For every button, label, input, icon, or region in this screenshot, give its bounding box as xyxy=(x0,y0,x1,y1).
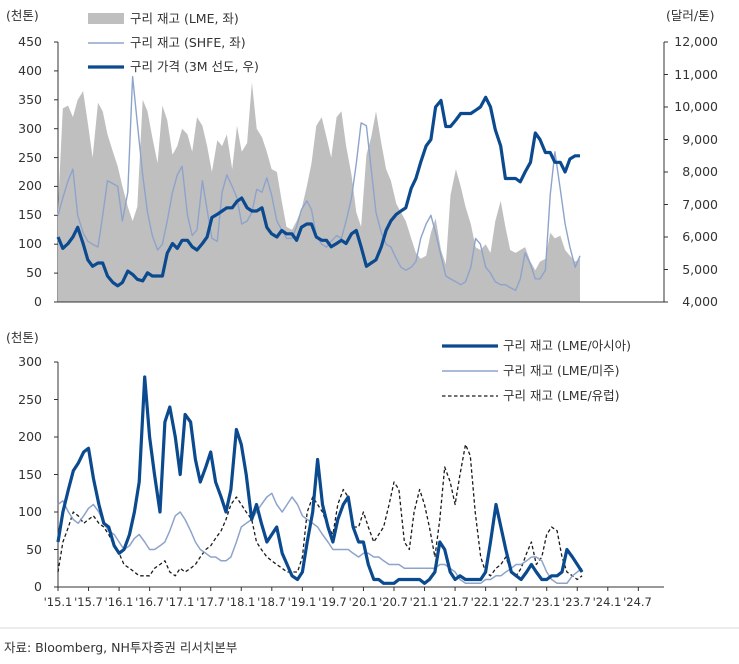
top-chart: (천톤) (달러/톤) 450 400 350 300 250 200 150 … xyxy=(6,8,718,309)
top-y2-tick-label: 6,000 xyxy=(682,229,718,244)
x-tick-label: '22.7 xyxy=(501,595,530,609)
bottom-y-tick-label: 250 xyxy=(18,392,42,407)
legend-label-price: 구리 가격 (3M 선도, 우) xyxy=(130,59,259,74)
top-y2-tick-label: 12,000 xyxy=(674,34,718,49)
x-tick-label: '21.7 xyxy=(440,595,469,609)
x-tick-label: '20.1 xyxy=(349,595,378,609)
series-price-line xyxy=(56,95,580,288)
bottom-chart: (천톤) 300 250 200 150 100 50 0 '15.1 xyxy=(6,330,664,609)
legend-label-europe: 구리 재고 (LME/유럽) xyxy=(503,388,620,403)
x-tick-label: '18.1 xyxy=(227,595,256,609)
top-y-tick-label: 0 xyxy=(34,294,42,309)
bottom-left-unit: (천톤) xyxy=(6,330,39,345)
legend-label-asia: 구리 재고 (LME/아시아) xyxy=(503,338,631,353)
x-tick-label: '17.7 xyxy=(196,595,225,609)
x-tick-label: '15.7 xyxy=(74,595,103,609)
legend-label-lme: 구리 재고 (LME, 좌) xyxy=(130,11,239,26)
bottom-y-tick-label: 150 xyxy=(18,467,42,482)
top-y-tick-label: 250 xyxy=(18,150,42,165)
top-y2-tick-label: 10,000 xyxy=(674,99,718,114)
x-tick-label: '19.7 xyxy=(318,595,347,609)
legend-swatch-lme xyxy=(88,13,124,24)
top-right-ticks xyxy=(664,41,668,303)
top-right-unit: (달러/톤) xyxy=(666,8,714,23)
top-y-tick-label: 300 xyxy=(18,121,42,136)
series-lme-area xyxy=(58,82,580,303)
bottom-x-ticks xyxy=(57,587,639,591)
bottom-y-tick-label: 300 xyxy=(18,354,42,369)
x-tick-label: '18.7 xyxy=(257,595,286,609)
top-y2-tick-label: 7,000 xyxy=(682,197,718,212)
x-tick-label: '22.1 xyxy=(471,595,500,609)
top-y2-tick-label: 4,000 xyxy=(682,294,718,309)
bottom-left-ticks xyxy=(54,361,58,588)
x-tick-label: '17.1 xyxy=(166,595,195,609)
top-y-tick-label: 200 xyxy=(18,178,42,193)
series-asia-line xyxy=(56,375,584,585)
top-y-tick-label: 100 xyxy=(18,236,42,251)
top-y2-tick-label: 9,000 xyxy=(682,132,718,147)
x-tick-label: '19.1 xyxy=(288,595,317,609)
top-left-unit: (천톤) xyxy=(6,8,39,23)
bottom-legend: 구리 재고 (LME/아시아) 구리 재고 (LME/미주) 구리 재고 (LM… xyxy=(442,338,631,403)
top-y-tick-label: 400 xyxy=(18,63,42,78)
legend-label-shfe: 구리 재고 (SHFE, 좌) xyxy=(130,35,246,50)
x-tick-label: '15.1 xyxy=(44,595,73,609)
bottom-y-tick-label: 200 xyxy=(18,429,42,444)
top-y-tick-label: 150 xyxy=(18,207,42,222)
top-legend: 구리 재고 (LME, 좌) 구리 재고 (SHFE, 좌) 구리 가격 (3M… xyxy=(88,11,259,74)
top-y2-tick-label: 8,000 xyxy=(682,164,718,179)
top-y-tick-label: 450 xyxy=(18,34,42,49)
x-tick-label: '21.1 xyxy=(410,595,439,609)
bottom-x-tick-labels: '15.1 '15.7 '16.1 '16.7 '17.1 '17.7 '18.… xyxy=(44,595,652,609)
bottom-y-tick-label: 50 xyxy=(26,542,42,557)
x-tick-label: '23.1 xyxy=(532,595,561,609)
x-tick-label: '24.7 xyxy=(623,595,652,609)
top-y2-tick-label: 5,000 xyxy=(682,262,718,277)
top-left-ticks xyxy=(54,41,58,303)
series-europe-line xyxy=(57,443,583,581)
top-y-tick-label: 350 xyxy=(18,92,42,107)
x-tick-label: '23.7 xyxy=(562,595,591,609)
x-tick-label: '20.7 xyxy=(379,595,408,609)
series-americas-line xyxy=(57,492,583,585)
bottom-y-tick-label: 100 xyxy=(18,504,42,519)
x-tick-label: '24.1 xyxy=(593,595,622,609)
source-note: 자료: Bloomberg, NH투자증권 리서치본부 xyxy=(4,640,237,655)
legend-label-americas: 구리 재고 (LME/미주) xyxy=(503,363,620,378)
top-y-tick-label: 50 xyxy=(26,265,42,280)
top-y2-tick-label: 11,000 xyxy=(674,67,718,82)
x-tick-label: '16.7 xyxy=(135,595,164,609)
x-tick-label: '16.1 xyxy=(105,595,134,609)
bottom-y-tick-label: 0 xyxy=(34,579,42,594)
